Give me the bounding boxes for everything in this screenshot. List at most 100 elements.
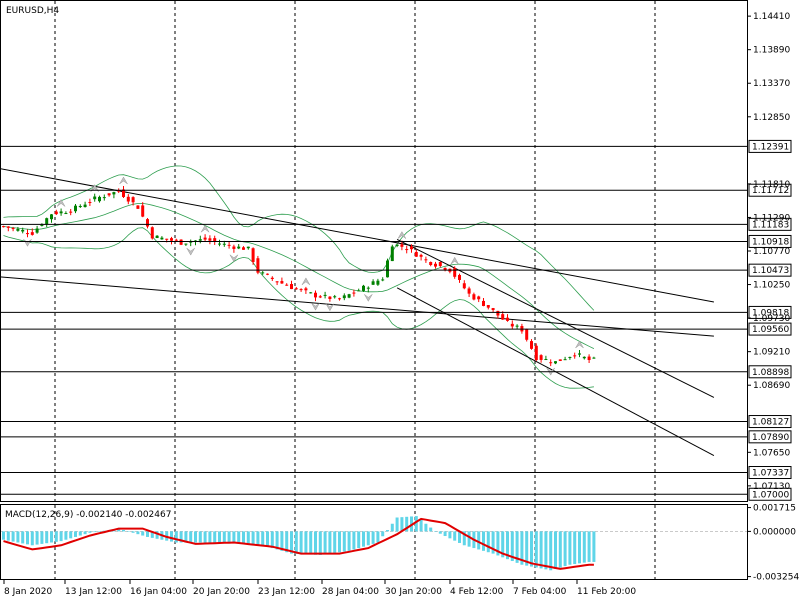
macd-histogram-bar [74, 531, 77, 537]
candle [362, 284, 365, 292]
candle [189, 239, 193, 247]
candle [126, 194, 130, 205]
candle [213, 235, 217, 245]
macd-histogram-bar [568, 531, 572, 565]
macd-histogram-bar [290, 531, 293, 554]
candle-body [395, 244, 399, 246]
level-price-tag-box [748, 487, 792, 501]
candle-body [592, 357, 596, 359]
macd-histogram-bar [424, 523, 428, 532]
level-price-tag-box [748, 183, 792, 197]
macd-histogram-bar [323, 531, 327, 555]
candle-body [102, 197, 106, 199]
fractal-up-arrow-icon [450, 256, 459, 265]
candle [184, 243, 188, 246]
candle-body [184, 243, 188, 245]
candle-body [573, 355, 577, 357]
macd-histogram-bar [16, 531, 20, 543]
level-price-tag: 1.11183 [748, 217, 792, 231]
level-price-tag-label: 1.08127 [752, 418, 789, 428]
macd-histogram-bar [558, 531, 562, 568]
level-price-tag: 1.07337 [748, 466, 792, 480]
candle-body [400, 244, 404, 247]
level-price-tag-label: 1.11712 [752, 186, 789, 196]
price-axis-label: 1.10250 [753, 281, 790, 291]
candle [122, 186, 125, 198]
candle [285, 283, 289, 286]
candle-body [429, 261, 433, 265]
bollinger-middle-band [3, 202, 595, 349]
macd-histogram-bar [491, 531, 495, 554]
macd-histogram-bar [510, 531, 514, 562]
time-axis-label: 16 Jan 04:00 [130, 587, 187, 597]
candle [534, 343, 538, 361]
candle [453, 266, 457, 279]
time-axis-label: 20 Jan 20:00 [193, 587, 250, 597]
candle [88, 198, 92, 206]
candle-body [438, 262, 442, 266]
candle-body [275, 281, 279, 283]
candle [35, 225, 39, 234]
macd-histogram-bar [261, 531, 265, 546]
candle-body [50, 214, 53, 220]
candle-body [30, 232, 34, 235]
macd-histogram-bar [366, 531, 370, 546]
macd-histogram-bar [342, 531, 346, 552]
price-axis-label: 1.13370 [753, 79, 790, 89]
macd-histogram-bar [93, 531, 97, 533]
candle-body [213, 238, 217, 242]
macd-histogram-bar [40, 531, 44, 544]
macd-histogram-bar [6, 531, 10, 541]
candle [251, 247, 255, 265]
macd-histogram-bar [26, 531, 29, 545]
time-axis-label: 11 Feb 20:00 [577, 587, 636, 597]
candle-body [218, 243, 221, 245]
candle-body [98, 196, 101, 202]
candle-body [486, 305, 490, 308]
candle-body [414, 251, 418, 257]
candle-body [410, 246, 413, 250]
candle [275, 281, 279, 286]
macd-histogram-bar [299, 531, 303, 555]
candle-body [170, 238, 173, 241]
macd-histogram-bar [126, 531, 130, 532]
macd-histogram-bar [314, 531, 317, 555]
macd-histogram-bar [467, 531, 471, 547]
candle [50, 214, 53, 223]
fractal-down-arrow-icon [186, 247, 195, 256]
macd-histogram-bar [232, 531, 236, 543]
macd-histogram-bar [347, 531, 351, 551]
macd-histogram-bar [520, 531, 524, 565]
macd-histogram-bar [578, 531, 581, 564]
candle [410, 244, 413, 253]
macd-histogram-bar [242, 531, 245, 544]
candle-body [314, 292, 317, 298]
main-chart-background[interactable] [0, 0, 748, 502]
macd-histogram-bar [405, 516, 409, 532]
macd-histogram-bar [150, 531, 154, 538]
macd-histogram-bar [59, 531, 63, 542]
candle-body [376, 280, 380, 285]
macd-histogram-bar [539, 531, 543, 569]
macd-histogram-bar [213, 531, 217, 543]
bollinger-upper-band [3, 165, 595, 311]
candle-body [16, 228, 20, 231]
candle [93, 193, 97, 202]
macd-histogram-bar [328, 531, 332, 554]
level-price-tag-box [748, 263, 792, 277]
price-axis-label: 1.09730 [753, 314, 790, 324]
candle-body [458, 274, 461, 280]
candle [314, 290, 317, 302]
candle [530, 339, 533, 350]
candle [261, 271, 265, 275]
macd-histogram-bar [506, 531, 509, 560]
candle-body [150, 227, 154, 239]
macd-histogram-bar [386, 530, 389, 532]
time-axis-label: 8 Jan 2020 [4, 587, 52, 597]
fractal-down-arrow-icon [364, 294, 373, 302]
candle [318, 295, 322, 299]
fractal-down-arrow-icon [325, 303, 335, 312]
macd-histogram-bar [294, 531, 298, 554]
macd-histogram-bar [69, 531, 73, 539]
